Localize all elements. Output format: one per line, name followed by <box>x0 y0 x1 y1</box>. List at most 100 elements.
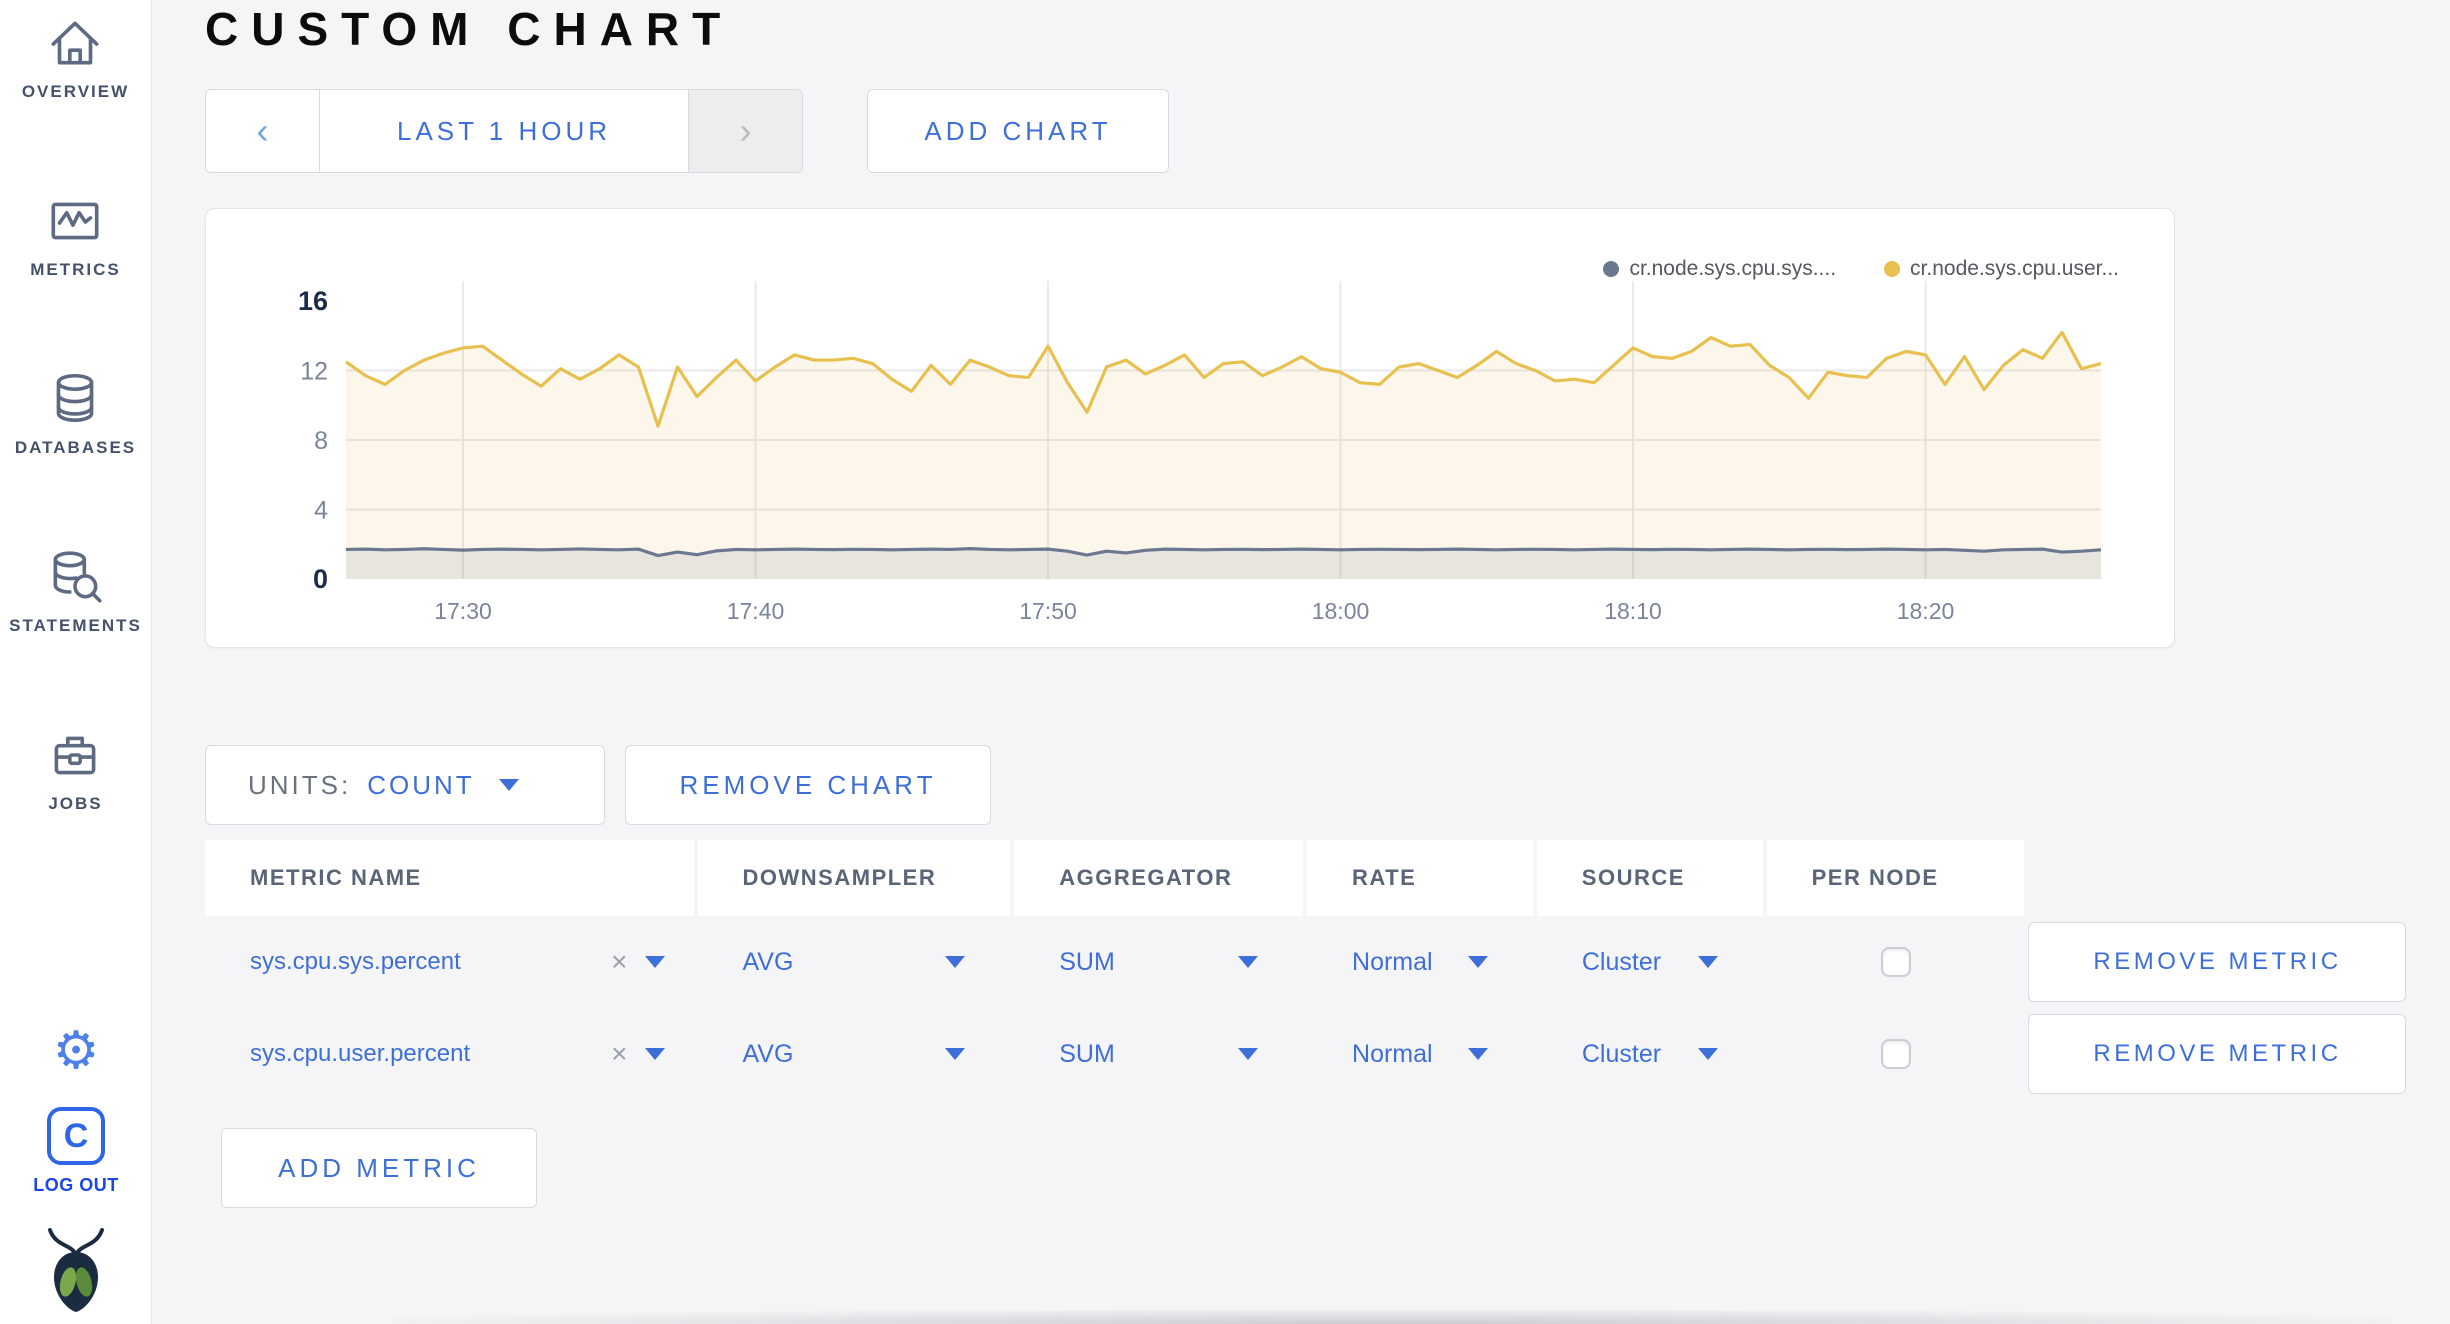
aggregator-value: SUM <box>1059 947 1115 976</box>
metrics-chart-icon <box>44 190 106 252</box>
legend-item[interactable]: cr.node.sys.cpu.user... <box>1884 257 2119 281</box>
chevron-down-icon <box>498 779 519 791</box>
time-prev-button[interactable]: ‹ <box>206 90 319 172</box>
chevron-down-icon <box>1238 1048 1259 1060</box>
chart-legend: cr.node.sys.cpu.sys.... cr.node.sys.cpu.u… <box>1603 257 2119 281</box>
add-metric-button[interactable]: ADD METRIC <box>221 1128 537 1208</box>
units-value: COUNT <box>367 769 475 800</box>
downsampler-dropdown[interactable]: AVG <box>697 1008 1010 1100</box>
rate-value: Normal <box>1352 1039 1433 1068</box>
svg-text:8: 8 <box>314 427 328 455</box>
units-row: UNITS: COUNT REMOVE CHART <box>205 745 991 825</box>
svg-text:18:20: 18:20 <box>1897 598 1955 624</box>
rate-dropdown[interactable]: Normal <box>1307 1008 1533 1100</box>
sidebar-item-metrics[interactable]: METRICS <box>30 190 121 280</box>
metrics-table-body: sys.cpu.sys.percent × AVG SUM Normal Cluster R… <box>205 916 2430 1100</box>
legend-item[interactable]: cr.node.sys.cpu.sys.... <box>1603 257 1836 281</box>
sidebar-item-statements[interactable]: STATEMENTS <box>9 546 142 636</box>
metric-row: sys.cpu.sys.percent × AVG SUM Normal Cluster R… <box>205 916 2430 1008</box>
svg-text:17:50: 17:50 <box>1019 598 1077 624</box>
metric-name-cell: sys.cpu.sys.percent × <box>205 916 693 1008</box>
header-per-node: PER NODE <box>1766 840 2025 916</box>
sidebar-bottom: ⚙ C LOG OUT <box>0 1025 152 1314</box>
chevron-left-icon: ‹ <box>256 110 269 151</box>
time-range-label[interactable]: LAST 1 HOUR <box>319 90 689 172</box>
main-content: CUSTOM CHART ‹ LAST 1 HOUR › ADD CHART c… <box>152 0 2450 1324</box>
chevron-right-icon: › <box>739 110 752 151</box>
time-next-button[interactable]: › <box>689 90 802 172</box>
header-downsampler: DOWNSAMPLER <box>697 840 1011 916</box>
sidebar-item-label: JOBS <box>48 794 103 813</box>
source-dropdown[interactable]: Cluster <box>1537 1008 1763 1100</box>
database-icon <box>44 368 106 430</box>
svg-text:18:10: 18:10 <box>1604 598 1662 624</box>
chart-controls-row: ‹ LAST 1 HOUR › ADD CHART <box>205 89 1169 173</box>
metric-name-cell: sys.cpu.user.percent × <box>205 1008 693 1100</box>
rate-dropdown[interactable]: Normal <box>1307 916 1533 1008</box>
units-dropdown[interactable]: UNITS: COUNT <box>205 745 605 825</box>
metric-row: sys.cpu.user.percent × AVG SUM Normal Cluster… <box>205 1008 2430 1100</box>
chevron-down-icon <box>1467 1048 1488 1060</box>
header-actions <box>2028 840 2430 916</box>
legend-label: cr.node.sys.cpu.user... <box>1910 257 2119 280</box>
svg-text:17:40: 17:40 <box>727 598 785 624</box>
sidebar-item-label: STATEMENTS <box>9 616 142 635</box>
chart-card: cr.node.sys.cpu.sys.... cr.node.sys.cpu.u… <box>205 208 2175 648</box>
clear-metric-icon[interactable]: × <box>611 946 628 977</box>
per-node-cell <box>1767 916 2025 1008</box>
add-chart-button[interactable]: ADD CHART <box>867 89 1169 173</box>
svg-text:0: 0 <box>313 564 328 594</box>
actions-cell: REMOVE METRIC <box>2028 916 2430 1008</box>
sidebar-item-overview[interactable]: OVERVIEW <box>22 12 129 102</box>
metrics-table: METRIC NAME DOWNSAMPLER AGGREGATOR RATE … <box>205 840 2430 1100</box>
sidebar-item-label: OVERVIEW <box>21 82 130 101</box>
home-icon <box>44 12 106 74</box>
metric-dropdown-caret-icon[interactable] <box>645 1048 666 1060</box>
remove-chart-button[interactable]: REMOVE CHART <box>625 745 991 825</box>
header-rate: RATE <box>1306 840 1533 916</box>
sidebar-item-jobs[interactable]: JOBS <box>44 724 106 814</box>
time-range-selector: ‹ LAST 1 HOUR › <box>205 89 803 173</box>
clear-metric-icon[interactable]: × <box>611 1038 628 1069</box>
svg-text:4: 4 <box>314 497 328 525</box>
legend-dot-icon <box>1603 261 1620 277</box>
cockroachdb-logo <box>44 1224 108 1314</box>
header-metric-name: METRIC NAME <box>205 840 694 916</box>
aggregator-dropdown[interactable]: SUM <box>1014 1008 1303 1100</box>
svg-text:12: 12 <box>300 358 328 386</box>
chevron-down-icon <box>1697 956 1718 968</box>
cockroach-c-icon: C <box>47 1107 105 1165</box>
svg-text:18:00: 18:00 <box>1312 598 1370 624</box>
per-node-checkbox[interactable] <box>1880 1039 1911 1069</box>
briefcase-icon <box>44 724 106 786</box>
aggregator-dropdown[interactable]: SUM <box>1014 916 1303 1008</box>
logout-button[interactable]: C LOG OUT <box>33 1107 119 1196</box>
sidebar-item-databases[interactable]: DATABASES <box>15 368 136 458</box>
sidebar-item-label: DATABASES <box>14 438 137 457</box>
metric-name-value[interactable]: sys.cpu.user.percent <box>250 1040 471 1067</box>
header-aggregator: AGGREGATOR <box>1014 840 1303 916</box>
chevron-down-icon <box>1238 956 1259 968</box>
chevron-down-icon <box>1697 1048 1718 1060</box>
logout-label: LOG OUT <box>33 1175 119 1195</box>
source-value: Cluster <box>1581 1039 1662 1068</box>
database-search-icon <box>44 546 106 608</box>
downsampler-dropdown[interactable]: AVG <box>697 916 1010 1008</box>
per-node-checkbox[interactable] <box>1880 947 1911 977</box>
settings-gear-icon[interactable]: ⚙ <box>52 1022 100 1080</box>
per-node-cell <box>1767 1008 2025 1100</box>
actions-cell: REMOVE METRIC <box>2028 1008 2430 1100</box>
remove-metric-button[interactable]: REMOVE METRIC <box>2028 922 2407 1002</box>
chevron-down-icon <box>945 956 966 968</box>
source-value: Cluster <box>1581 947 1662 976</box>
chevron-down-icon <box>945 1048 966 1060</box>
custom-chart: 17:30 17:40 17:50 18:00 18:10 18:20 0 4 8 12 16 <box>298 281 2102 624</box>
units-label: UNITS: <box>248 769 352 800</box>
metric-dropdown-caret-icon[interactable] <box>645 956 666 968</box>
remove-metric-button[interactable]: REMOVE METRIC <box>2028 1014 2407 1094</box>
page-title: CUSTOM CHART <box>205 3 734 55</box>
source-dropdown[interactable]: Cluster <box>1537 916 1763 1008</box>
downsampler-value: AVG <box>742 947 794 976</box>
sidebar-nav: OVERVIEW METRICS DATABASES STATEMENTS JO… <box>9 12 142 902</box>
metric-name-value[interactable]: sys.cpu.sys.percent <box>250 948 461 975</box>
